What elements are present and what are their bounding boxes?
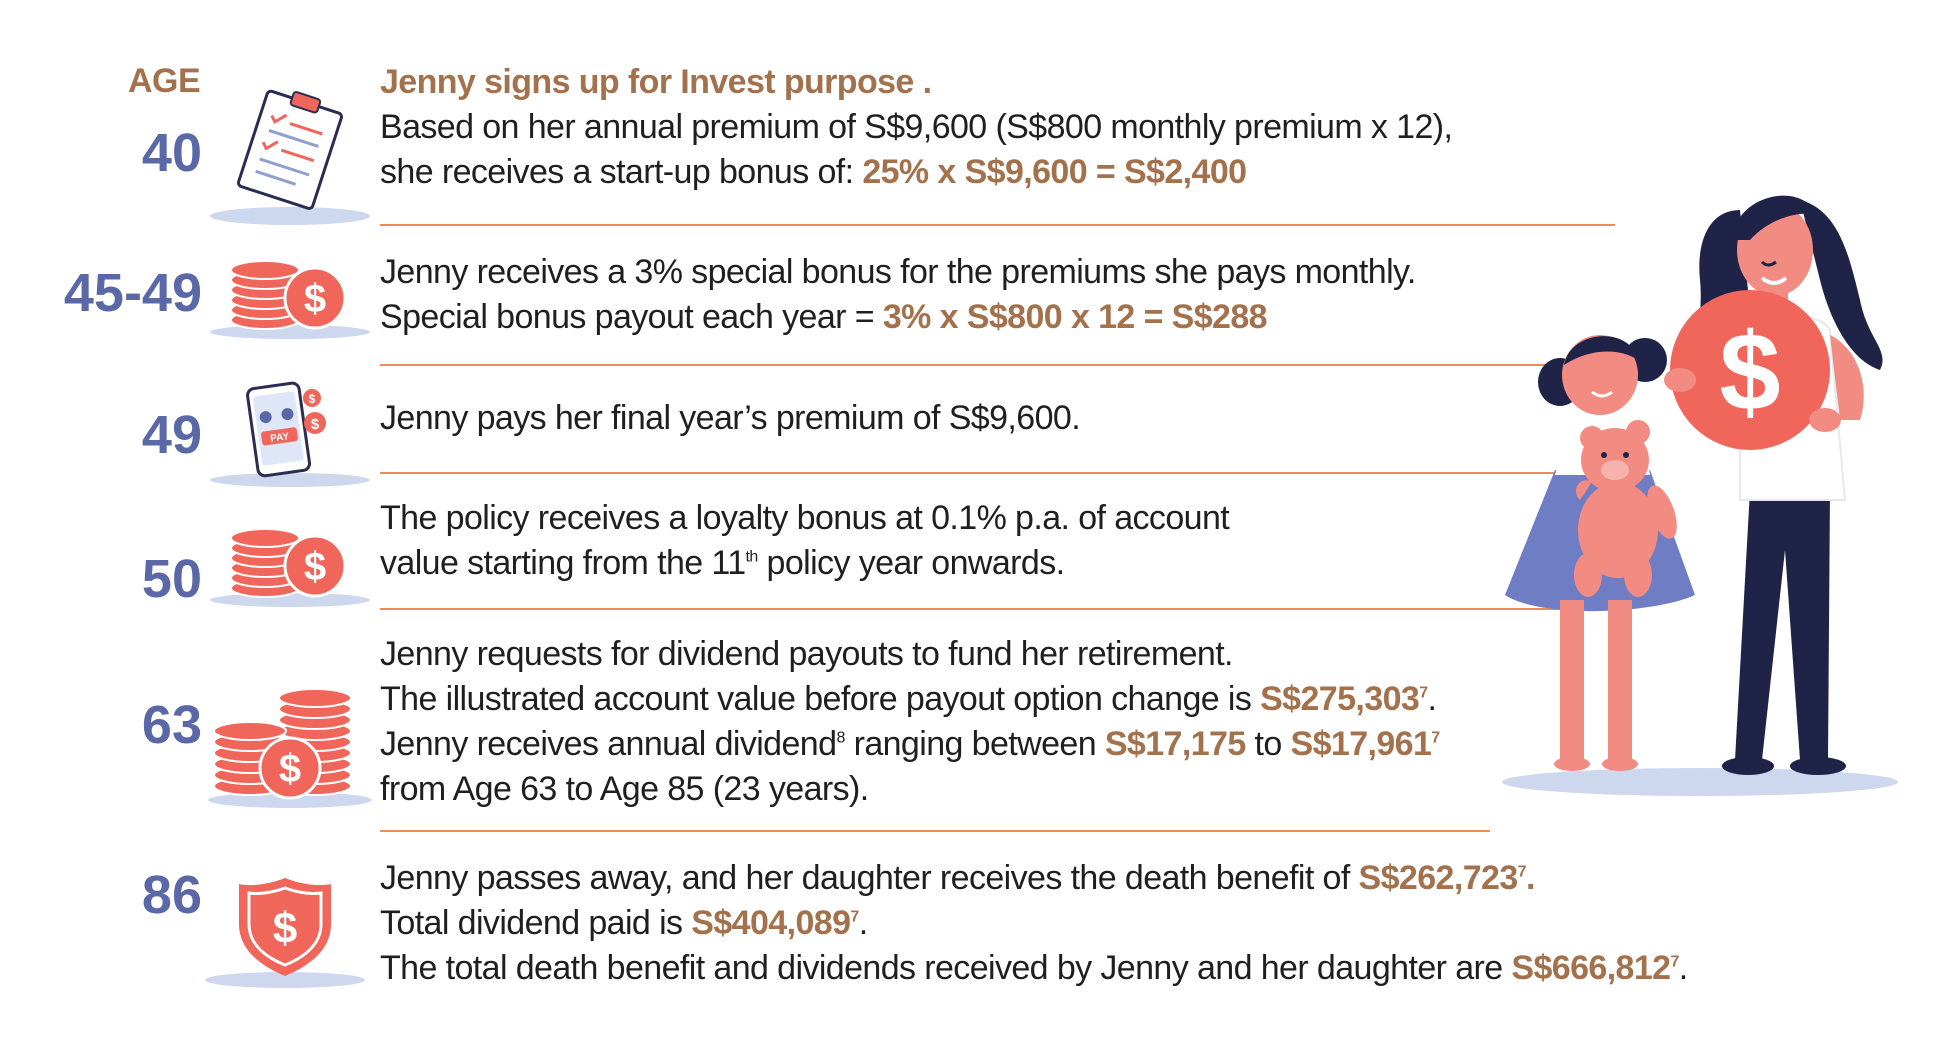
svg-text:$: $ (273, 904, 297, 953)
divider (380, 224, 1615, 226)
row-45-49-line2-text: Special bonus payout each year = (380, 298, 883, 336)
divider (380, 364, 1615, 366)
age-45-49: 45-49 (63, 263, 202, 323)
row-63-text: Jenny requests for dividend payouts to f… (380, 632, 1440, 812)
superscript: th (745, 548, 759, 566)
svg-text:$: $ (304, 277, 326, 321)
row-86-line1: Jenny passes away, and her daughter rece… (380, 856, 1688, 901)
row-63-line3-text: Jenny receives annual dividend (380, 725, 837, 763)
divider (380, 830, 1490, 832)
row-40-line2-text: she receives a start-up bonus of: (380, 153, 863, 191)
row-50-line1: The policy receives a loyalty bonus at 0… (380, 499, 1230, 537)
footnote-ref: 7 (850, 908, 859, 926)
row-86-text: Jenny passes away, and her daughter rece… (380, 856, 1688, 991)
age-40: 40 (141, 123, 202, 183)
row-63-line3: Jenny receives annual dividend8 ranging … (380, 722, 1440, 767)
row-63-line2-end: . (1427, 680, 1437, 718)
dividend-max-value: S$17,961 (1290, 725, 1432, 763)
row-86-line1-text: Jenny passes away, and her daughter rece… (380, 859, 1359, 897)
row-86-line3-end: . (1678, 949, 1688, 987)
footnote-ref: 7 (1419, 684, 1428, 702)
coin-stack-dollar-icon: $ (210, 260, 370, 339)
age-header: AGE (128, 62, 201, 100)
row-49-line1: Jenny pays her final year’s premium of S… (380, 399, 1081, 437)
age-63: 63 (141, 695, 202, 755)
svg-text:$: $ (304, 545, 326, 589)
row-50-text: The policy receives a loyalty bonus at 0… (380, 496, 1230, 586)
row-50-line2-text: value starting from the 11 (380, 544, 746, 582)
row-86-line2-text: Total dividend paid is (380, 904, 692, 942)
footnote-ref: 7 (1431, 729, 1440, 747)
row-86-line1-end: . (1525, 859, 1535, 897)
row-63-line2-text: The illustrated account value before pay… (380, 680, 1261, 718)
row-50-line2: value starting from the 11th policy year… (380, 541, 1229, 586)
checklist-clipboard-icon (210, 89, 370, 225)
mobile-pay-icon: PAY $ $ (210, 381, 370, 487)
mother-and-daughter-illustration: $ (1502, 195, 1898, 796)
row-86-line3: The total death benefit and dividends re… (380, 946, 1688, 991)
total-dividend-value: S$404,089 (691, 904, 851, 942)
divider (380, 608, 1615, 610)
footnote-ref: 7 (1670, 953, 1679, 971)
footnote-ref: 7 (1517, 863, 1527, 881)
row-63-line3-to: to (1245, 725, 1291, 763)
row-49-text: Jenny pays her final year’s premium of S… (380, 396, 1081, 441)
row-45-49-line2: Special bonus payout each year = 3% x S$… (380, 295, 1416, 340)
row-63-line3-mid: ranging between (844, 725, 1105, 763)
age-49: 49 (141, 405, 202, 465)
footnote-ref: 8 (836, 729, 845, 747)
row-63-line1: Jenny requests for dividend payouts to f… (380, 635, 1233, 673)
pay-label: PAY (270, 431, 291, 445)
row-63-line2: The illustrated account value before pay… (380, 677, 1440, 722)
dividend-min-value: S$17,175 (1104, 725, 1246, 763)
age-86: 86 (141, 865, 202, 925)
row-40-line1: Based on her annual premium of S$9,600 (… (380, 108, 1453, 146)
row-86-line2-end: . (858, 904, 868, 942)
row-86-line3-text: The total death benefit and dividends re… (380, 949, 1512, 987)
row-63-line4: from Age 63 to Age 85 (23 years). (380, 770, 869, 808)
start-up-bonus-value: 25% x S$9,600 = S$2,400 (862, 153, 1247, 191)
svg-text:$: $ (279, 747, 301, 791)
row-45-49-line1: Jenny receives a 3% special bonus for th… (380, 253, 1416, 291)
coin-stack-dollar-icon: $ (210, 528, 370, 607)
row-86-line2: Total dividend paid is S$404,0897. (380, 901, 1688, 946)
svg-text:$: $ (309, 392, 316, 406)
account-value: S$275,303 (1260, 680, 1420, 718)
special-bonus-value: 3% x S$800 x 12 = S$288 (882, 298, 1268, 336)
row-50-line2-end: policy year onwards. (757, 544, 1066, 582)
row-40-text: Jenny signs up for Invest purpose . Base… (380, 60, 1453, 195)
row-40-line2: she receives a start-up bonus of: 25% x … (380, 150, 1452, 195)
shield-dollar-icon: $ (205, 878, 365, 988)
divider (380, 472, 1615, 474)
svg-text:$: $ (311, 416, 320, 433)
row-45-49-text: Jenny receives a 3% special bonus for th… (380, 250, 1416, 340)
svg-text:$: $ (1719, 311, 1780, 434)
age-50: 50 (141, 549, 202, 609)
row-40-title: Jenny signs up for Invest purpose . (380, 63, 932, 101)
total-benefit-value: S$666,812 (1511, 949, 1671, 987)
large-coin-stacks-icon: $ (208, 688, 372, 808)
death-benefit-value: S$262,723 (1358, 859, 1519, 897)
